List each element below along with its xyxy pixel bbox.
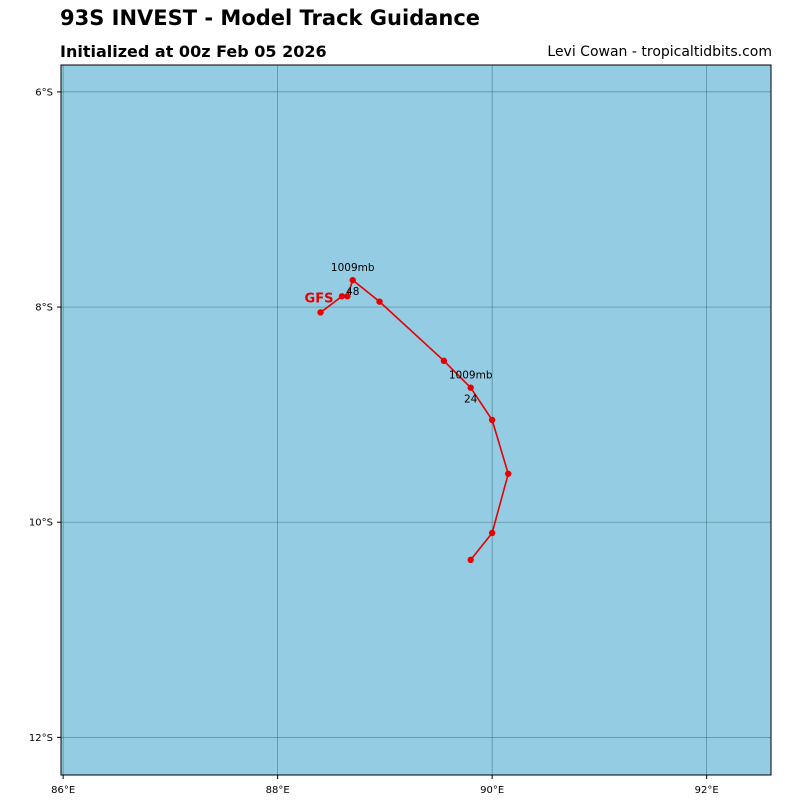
track-point [467, 384, 474, 391]
model-label: GFS [305, 291, 334, 306]
lon-tick-label: 88°E [266, 785, 290, 796]
track-point [440, 357, 448, 365]
init-time-subtitle: Initialized at 00z Feb 05 2026 [60, 42, 327, 61]
track-point [488, 416, 496, 424]
lat-tick-label: 6°S [35, 87, 53, 98]
ocean-area [61, 65, 771, 775]
lon-tick-label: 92°E [695, 785, 719, 796]
credit-text: Levi Cowan - tropicaltidbits.com [547, 44, 772, 60]
track-point [317, 309, 324, 316]
track-point [344, 293, 351, 300]
pressure-label: 1009mb [331, 262, 375, 274]
track-point [505, 470, 512, 477]
forecast-hour-label: 48 [346, 286, 359, 298]
pressure-label: 1009mb [449, 370, 493, 382]
plot-frame [60, 64, 772, 776]
track-point [488, 529, 496, 537]
lon-tick-label: 90°E [480, 785, 504, 796]
track-point [338, 293, 346, 300]
lat-tick-label: 12°S [29, 733, 53, 744]
track-point [349, 276, 356, 284]
lon-tick-label: 86°E [51, 785, 75, 796]
lat-tick-label: 8°S [35, 303, 53, 314]
forecast-hour-label: 24 [464, 394, 478, 406]
track-point [376, 298, 383, 305]
chart-title: 93S INVEST - Model Track Guidance [60, 6, 481, 30]
track-point [467, 556, 474, 564]
lat-tick-label: 10°S [29, 518, 53, 529]
